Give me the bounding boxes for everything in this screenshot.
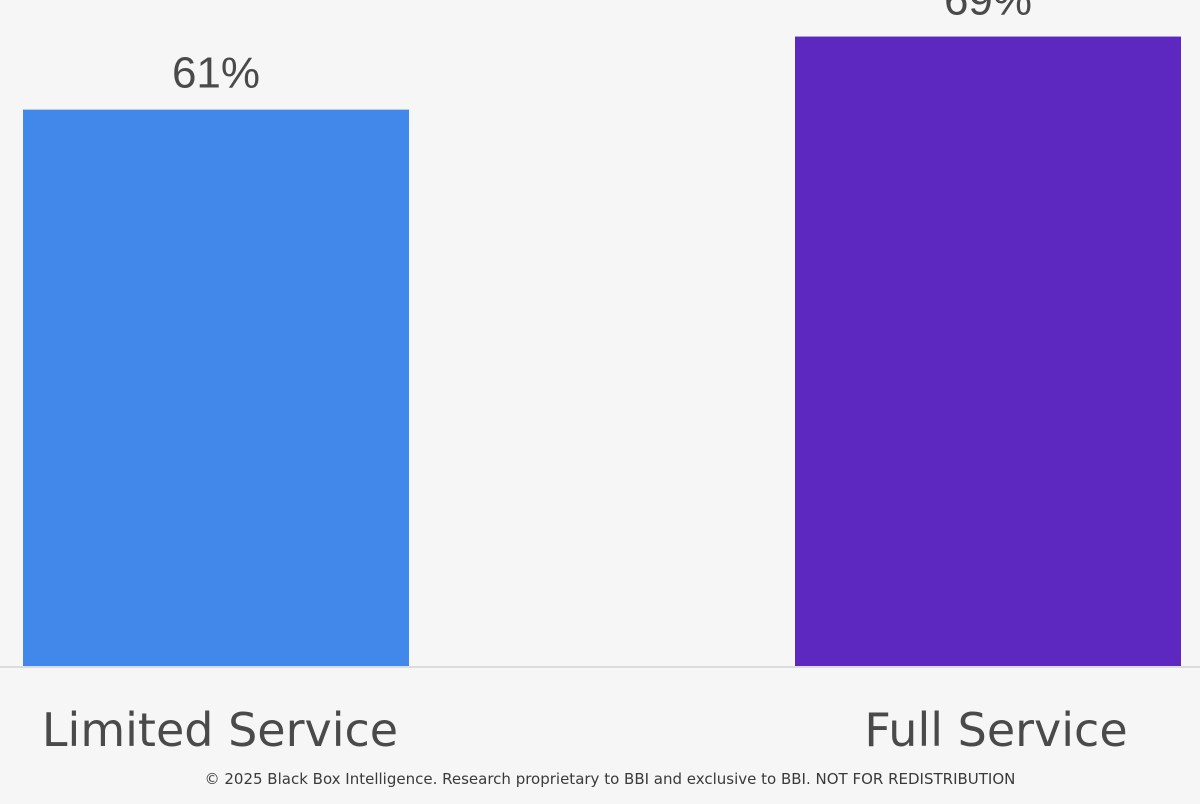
bar-limited-service bbox=[23, 109, 409, 667]
category-label-full-service: Full Service bbox=[864, 703, 1127, 757]
value-labels-layer: 61% 69% bbox=[172, 0, 1032, 98]
copyright-footer: © 2025 Black Box Intelligence. Research … bbox=[205, 770, 1016, 788]
bars-layer bbox=[23, 36, 1181, 667]
value-label-full-service: 69% bbox=[944, 0, 1032, 25]
category-labels-layer: Limited Service Full Service bbox=[42, 703, 1128, 757]
value-label-limited-service: 61% bbox=[172, 49, 260, 98]
category-label-limited-service: Limited Service bbox=[42, 703, 398, 757]
bar-full-service bbox=[795, 36, 1181, 667]
